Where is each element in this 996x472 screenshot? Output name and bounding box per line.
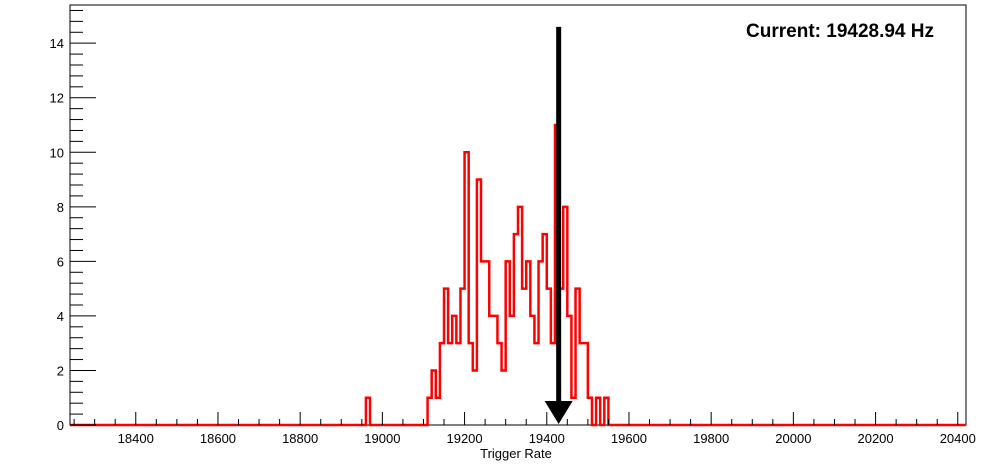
x-tick-label: 20400 bbox=[940, 431, 976, 446]
plot-frame bbox=[69, 4, 967, 426]
x-tick-label: 20200 bbox=[857, 431, 893, 446]
y-tick-label: 14 bbox=[50, 36, 64, 51]
x-tick-label: 19600 bbox=[611, 431, 647, 446]
x-tick-label: 19200 bbox=[446, 431, 482, 446]
current-arrow-head bbox=[544, 401, 573, 424]
x-tick-label: 18600 bbox=[200, 431, 236, 446]
x-axis-ticks: 18400 18600 18800 19000 19200 19400 19600 19800… bbox=[73, 412, 976, 446]
x-axis-title: Trigger Rate bbox=[480, 446, 552, 461]
x-tick-label: 19800 bbox=[693, 431, 729, 446]
x-tick-label: 19400 bbox=[529, 431, 565, 446]
x-tick-label: 18400 bbox=[118, 431, 154, 446]
x-tick-label: 18800 bbox=[282, 431, 318, 446]
current-rate-annotation: Current: 19428.94 Hz bbox=[746, 21, 934, 42]
x-tick-label: 19000 bbox=[364, 431, 400, 446]
y-tick-label: 0 bbox=[57, 418, 64, 433]
y-tick-label: 8 bbox=[57, 200, 64, 215]
y-tick-label: 10 bbox=[50, 145, 64, 160]
x-tick-label: 20000 bbox=[775, 431, 811, 446]
y-tick-label: 12 bbox=[50, 91, 64, 106]
y-tick-label: 2 bbox=[57, 363, 64, 378]
y-axis-ticks: 0 2 4 6 8 10 12 14 bbox=[50, 9, 96, 433]
histogram-line bbox=[70, 123, 966, 427]
y-tick-label: 6 bbox=[57, 254, 64, 269]
y-tick-label: 4 bbox=[57, 309, 64, 324]
